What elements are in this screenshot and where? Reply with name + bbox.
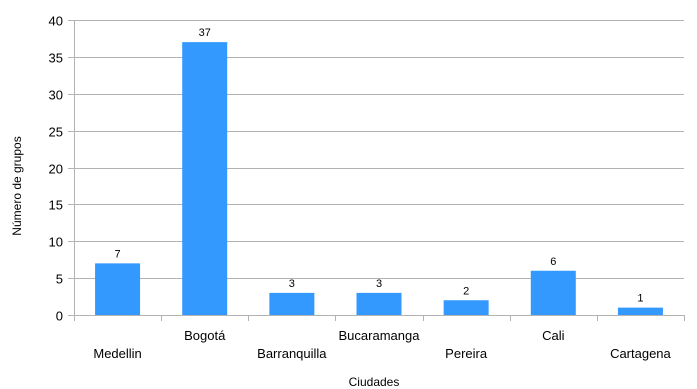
bar-pereira bbox=[443, 300, 489, 315]
bar-cartagena bbox=[617, 307, 663, 315]
bar-barranquilla bbox=[269, 292, 315, 315]
x-axis-ticks: Medellin Bogotá Barranquilla Bucaramanga Per… bbox=[93, 328, 671, 361]
data-label: 6 bbox=[550, 256, 556, 268]
y-tick-label: 0 bbox=[56, 309, 63, 324]
x-tick-label: Cartagena bbox=[610, 346, 671, 361]
data-label: 1 bbox=[637, 293, 643, 305]
gridlines bbox=[68, 20, 685, 321]
x-tick-label: Medellin bbox=[93, 346, 141, 361]
y-tick-label: 5 bbox=[56, 272, 63, 287]
y-tick-label: 30 bbox=[49, 88, 63, 103]
y-axis-title: Número de grupos bbox=[10, 136, 24, 235]
x-tick-label: Cali bbox=[542, 328, 565, 343]
x-tick-label: Bucaramanga bbox=[339, 328, 421, 343]
bars bbox=[95, 42, 663, 315]
x-tick-label: Pereira bbox=[445, 346, 488, 361]
y-tick-label: 10 bbox=[49, 235, 63, 250]
data-label: 7 bbox=[115, 248, 121, 260]
y-tick-label: 20 bbox=[49, 162, 63, 177]
x-axis-title: Ciudades bbox=[349, 375, 400, 389]
bar-medellin bbox=[95, 263, 141, 315]
y-tick-label: 15 bbox=[49, 198, 63, 213]
y-axis-ticks: 0 5 10 15 20 25 30 35 40 bbox=[49, 14, 63, 324]
y-tick-label: 35 bbox=[49, 51, 63, 66]
data-label: 2 bbox=[463, 285, 469, 297]
bar-cali bbox=[530, 270, 576, 315]
data-label: 3 bbox=[289, 278, 295, 290]
y-tick-label: 40 bbox=[49, 14, 63, 29]
x-tick-label: Barranquilla bbox=[257, 346, 327, 361]
data-label: 3 bbox=[376, 278, 382, 290]
data-label: 37 bbox=[199, 27, 211, 39]
bar-bucaramanga bbox=[356, 292, 402, 315]
data-labels: 7 37 3 3 2 6 1 bbox=[115, 27, 644, 305]
y-tick-label: 25 bbox=[49, 125, 63, 140]
bar-bogotá bbox=[182, 42, 228, 315]
x-tick-label: Bogotá bbox=[184, 328, 226, 343]
